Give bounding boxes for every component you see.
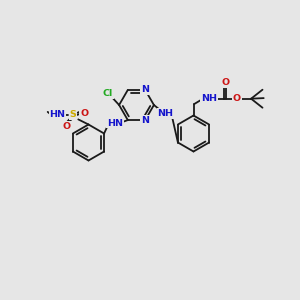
Text: N: N bbox=[141, 85, 149, 94]
Text: O: O bbox=[63, 122, 71, 131]
Text: O: O bbox=[232, 94, 241, 103]
Text: S: S bbox=[70, 110, 76, 119]
Text: O: O bbox=[80, 109, 88, 118]
Text: Cl: Cl bbox=[103, 89, 113, 98]
Text: NH: NH bbox=[201, 94, 217, 103]
Text: N: N bbox=[141, 116, 149, 124]
Text: O: O bbox=[221, 78, 230, 87]
Text: NH: NH bbox=[157, 109, 173, 118]
Text: HN: HN bbox=[49, 110, 65, 119]
Text: HN: HN bbox=[107, 118, 123, 127]
